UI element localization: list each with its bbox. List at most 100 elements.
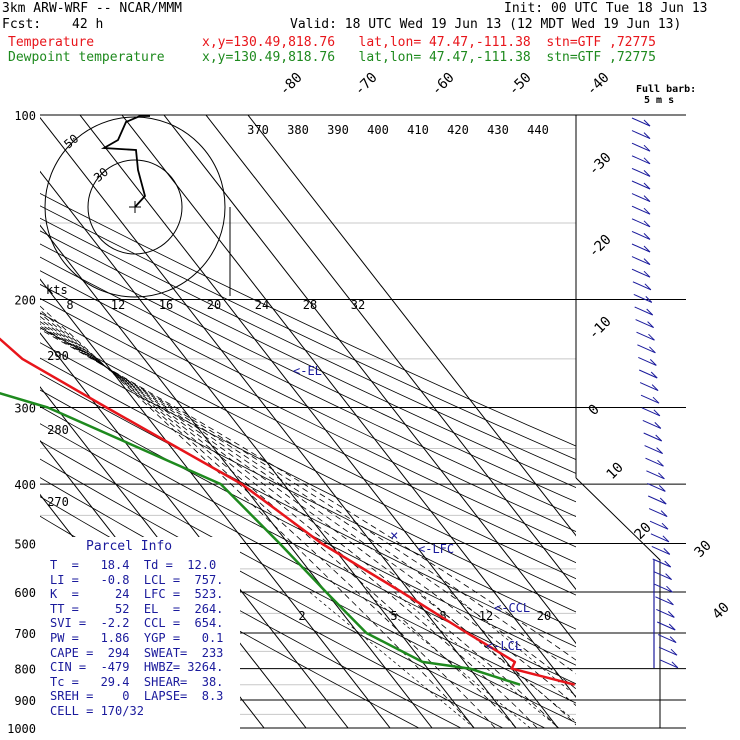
wind-barb [656, 621, 676, 631]
pressure-tick-label: 500 [14, 537, 36, 551]
temperature-tick-label: 30 [692, 538, 715, 561]
isotherm-line [40, 116, 517, 728]
parcel-info-row: CAPE = 294 SWEAT= 233 [50, 645, 224, 660]
hodograph-ring-inner [87, 159, 183, 255]
wind-barbs [631, 117, 679, 669]
wind-barb-flag [653, 409, 661, 417]
isotherm-line [40, 170, 475, 728]
wind-barb-flag [643, 195, 651, 202]
wind-barb [631, 180, 651, 190]
dry-adiabat [40, 389, 576, 666]
plot-area [0, 115, 576, 728]
theta-label: 380 [287, 123, 309, 137]
temperature-tick-label: 40 [710, 600, 733, 623]
moist-adiabat [40, 325, 576, 690]
wind-barb-flag [643, 157, 651, 165]
wind-barb [631, 117, 651, 127]
temperature-tick-label: -60 [429, 70, 458, 99]
fcst-value: 42 h [72, 17, 104, 32]
plot-frame-right [575, 115, 661, 728]
wind-barb [631, 155, 651, 165]
wind-barb-flag [671, 661, 679, 669]
wind-barb-flag [643, 233, 651, 240]
dry-adiabat [40, 217, 576, 474]
dry-adiabat [40, 342, 576, 613]
theta-label: 400 [367, 123, 389, 137]
dry-adiabat [40, 192, 576, 447]
speed-tick-label: 16 [159, 298, 173, 312]
speed-tick-label: 28 [303, 298, 317, 312]
wind-barb [635, 319, 654, 329]
hodograph-unit-label: kts [46, 283, 68, 297]
wind-barb-flag [647, 321, 654, 328]
wind-barb-flag [643, 132, 651, 139]
wind-barb-flag [660, 510, 668, 517]
mixing-ratio-label: 5 [390, 609, 397, 623]
moist-adiabat [40, 321, 576, 726]
wind-barb-flag [670, 648, 678, 656]
isotherm-line [163, 115, 576, 645]
model-title: 3km ARW-WRF -- NCAR/MMM [2, 1, 183, 16]
wind-barb [631, 256, 651, 266]
wind-legend-title: Full barb: [636, 84, 696, 95]
wind-barb-flag [643, 245, 651, 253]
wind-barb [631, 243, 651, 253]
wind-barb [639, 382, 659, 392]
mixing-ratio-label: 12 [479, 609, 493, 623]
isotherm-line [0, 115, 12, 728]
dry-adiabat [40, 406, 576, 685]
dry-adiabat [40, 312, 576, 580]
theta-label: 290 [47, 349, 69, 363]
speed-tick-label: 12 [111, 298, 125, 312]
mixing-ratio-label: 20 [537, 609, 551, 623]
dry-adiabat [40, 230, 576, 488]
wind-barb [657, 634, 677, 644]
dewpoint-legend: Dewpoint temperature [8, 50, 165, 65]
temperature-tick-label: 10 [604, 460, 627, 483]
parcel-info-row: LI = -0.8 LCL = 757. [50, 572, 224, 587]
wind-barb-flag [666, 585, 673, 593]
dry-adiabat [40, 243, 576, 503]
parcel-info-row: SVI = -2.2 CCL = 654. [50, 616, 224, 631]
lfc-annotation: <-LFC [418, 542, 454, 556]
wind-barb [654, 583, 673, 593]
isotherm-line [247, 115, 576, 537]
el-annotation: <-EL [293, 364, 322, 378]
wind-barb [631, 205, 651, 215]
speed-tick-label: 8 [66, 298, 73, 312]
wind-barb-flag [649, 359, 657, 366]
wind-barb [637, 344, 656, 354]
init-time: Init: 00 UTC Tue 18 Jun 13 [504, 1, 708, 16]
wind-barb [659, 659, 679, 669]
temperature-location: x,y=130.49,818.76 lat,lon= 47.47,-111.38… [202, 35, 656, 50]
wind-barb [632, 281, 652, 291]
wind-barb [631, 230, 651, 240]
wind-barb-flag [668, 623, 676, 631]
pressure-tick-label: 800 [14, 663, 36, 677]
dry-adiabat [40, 440, 576, 724]
pressure-tick-label: 400 [14, 478, 36, 492]
parcel-info-row: CIN = -479 HWBZ= 3264. [50, 660, 224, 675]
theta-label: 430 [487, 123, 509, 137]
isotherm-line [79, 115, 559, 728]
wind-barb [631, 193, 651, 203]
wind-barb [633, 293, 653, 303]
wind-barb [631, 167, 651, 177]
wind-barb [642, 419, 662, 429]
mixing-ratio-label: 2 [298, 609, 305, 623]
wind-barb-flag [662, 535, 670, 543]
wind-barb [634, 306, 653, 316]
pressure-tick-label: 1000 [7, 722, 36, 736]
wind-barb-flag [665, 573, 672, 580]
wind-barb [640, 394, 660, 404]
wind-barb-flag [655, 434, 663, 442]
wind-barb [647, 482, 666, 492]
valid-time: Valid: 18 UTC Wed 19 Jun 13 (12 MDT Wed … [290, 17, 682, 32]
wind-barb [631, 268, 651, 278]
isotherm-line [40, 224, 433, 728]
wind-barb [631, 218, 651, 228]
wind-barb-flag [643, 207, 651, 215]
dry-adiabat [40, 283, 576, 548]
temperature-tick-label: -40 [584, 70, 613, 99]
parcel-info-row: K = 24 LFC = 523. [50, 587, 224, 602]
